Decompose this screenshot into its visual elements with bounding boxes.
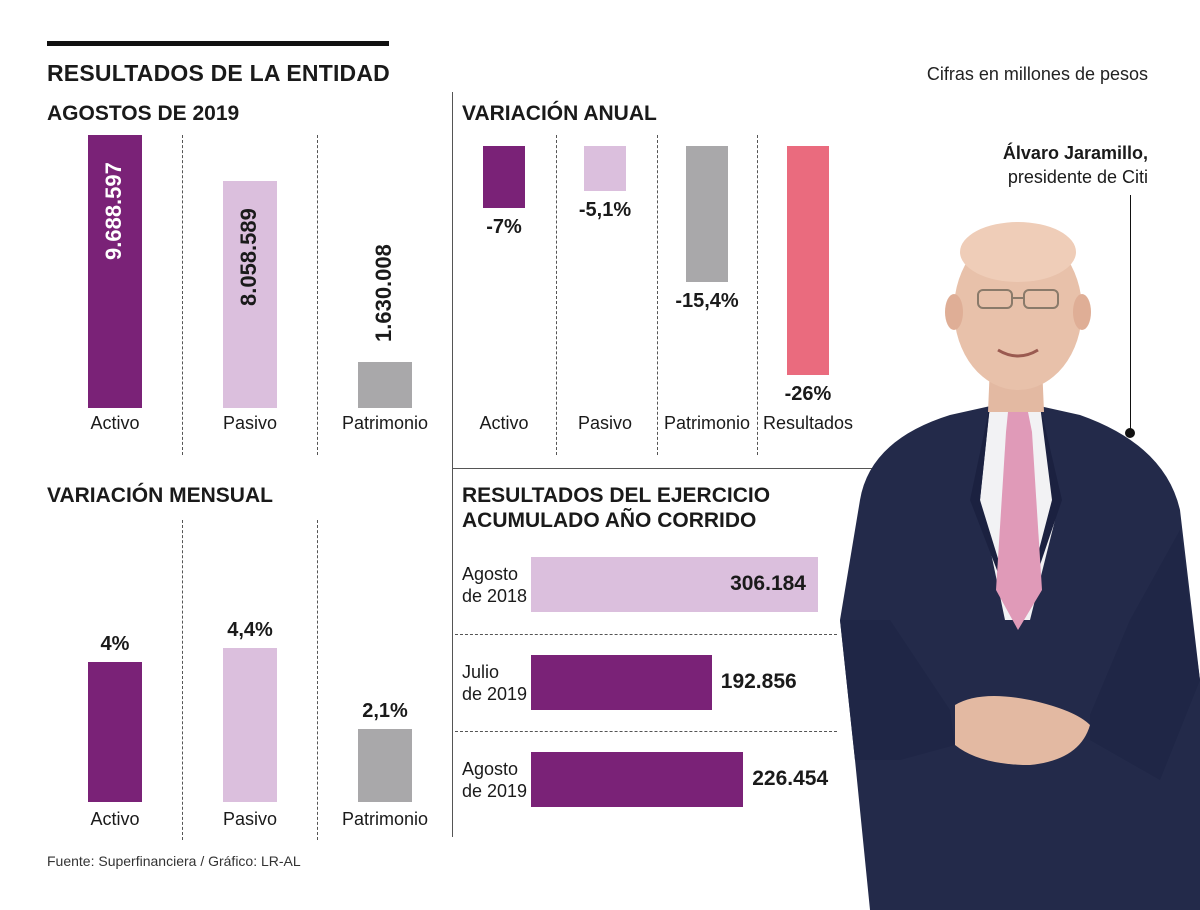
chart1-separator xyxy=(317,135,318,455)
chart3-value-label: 4% xyxy=(100,633,130,655)
caption-name: Álvaro Jaramillo, xyxy=(1002,143,1148,163)
source-credit: Fuente: Superfinanciera / Gráfico: LR-AL xyxy=(47,853,301,869)
chart2-title: VARIACIÓN ANUAL xyxy=(462,102,657,125)
chart3-category-label: Pasivo xyxy=(222,809,278,829)
chart4-title-line2: ACUMULADO AÑO CORRIDO xyxy=(462,509,757,532)
chart2-category-label: Activo xyxy=(479,413,529,433)
chart3-category-label: Activo xyxy=(90,809,140,829)
chart4-category-line1: Agosto xyxy=(462,564,519,584)
chart1-category-label: Pasivo xyxy=(222,413,278,433)
caption-leader-dot xyxy=(1125,428,1135,438)
chart1-value-label: 9.688.597 xyxy=(101,162,126,260)
chart3-category-label: Patrimonio xyxy=(341,809,429,829)
chart4-bar xyxy=(531,655,712,710)
chart4-value-label: 226.454 xyxy=(752,767,829,790)
chart4-bar xyxy=(531,557,818,612)
panel-divider-horizontal xyxy=(452,468,882,469)
chart1-category-label: Patrimonio xyxy=(341,413,429,433)
chart1-value-label: 1.630.008 xyxy=(371,244,396,343)
chart1-bar-pasivo xyxy=(223,180,277,408)
chart4-title-line1: RESULTADOS DEL EJERCICIO xyxy=(462,484,771,507)
chart2-separator xyxy=(657,135,658,455)
chart3-title: VARIACIÓN MENSUAL xyxy=(47,484,273,507)
chart1-category-label: Activo xyxy=(90,413,140,433)
chart1-title: AGOSTOS DE 2019 xyxy=(47,102,240,125)
chart4-category-line2: de 2019 xyxy=(462,781,528,801)
chart2-value-label: -7% xyxy=(486,215,522,238)
chart2-bar-patrimonio xyxy=(686,146,728,282)
chart2-bar-resultados xyxy=(787,146,829,375)
chart4-category-line1: Julio xyxy=(462,662,500,682)
chart2-value-label: -15,4% xyxy=(675,289,739,312)
chart3-value-label: 2,1% xyxy=(362,699,408,722)
chart3-separator xyxy=(182,520,183,840)
chart2-separator xyxy=(556,135,557,455)
chart2-category-label: Pasivo xyxy=(577,413,633,433)
chart1-bar-activo xyxy=(88,135,142,408)
panel-divider-vertical xyxy=(452,92,453,837)
chart1-bar-patrimonio xyxy=(358,362,412,408)
chart2-category-label: Resultados xyxy=(762,413,854,433)
chart1-value-label: 8.058.589 xyxy=(236,208,261,306)
chart4-bar xyxy=(531,752,744,807)
chart2-value-label: -26% xyxy=(784,383,832,405)
units-note: Cifras en millones de pesos xyxy=(926,64,1148,84)
chart3-bar-patrimonio xyxy=(358,728,412,802)
chart4-category-line2: de 2018 xyxy=(462,586,528,606)
header-rule xyxy=(47,41,389,46)
chart3-bar-activo xyxy=(88,662,142,802)
chart4-category-line2: de 2019 xyxy=(462,684,528,704)
chart4-category-line1: Agosto xyxy=(462,759,519,779)
chart3-bar-pasivo xyxy=(223,648,277,802)
chart4-separator xyxy=(455,634,837,635)
chart4-value-label: 306.184 xyxy=(730,572,806,595)
portrait-illustration xyxy=(840,222,1200,910)
chart4-separator xyxy=(455,731,837,732)
chart2-value-label: -5,1% xyxy=(578,198,632,221)
chart2-bar-activo xyxy=(483,146,525,208)
chart2-bar-pasivo xyxy=(584,146,626,191)
caption-leader-line xyxy=(1130,195,1131,432)
page-title: RESULTADOS DE LA ENTIDAD xyxy=(47,60,390,86)
chart4-value-label: 192.856 xyxy=(720,670,797,693)
chart2-category-label: Patrimonio xyxy=(663,413,751,433)
caption-role: presidente de Citi xyxy=(1007,167,1148,187)
chart3-separator xyxy=(317,520,318,840)
chart1-separator xyxy=(182,135,183,455)
chart3-value-label: 4,4% xyxy=(227,619,273,641)
chart2-separator xyxy=(757,135,758,455)
